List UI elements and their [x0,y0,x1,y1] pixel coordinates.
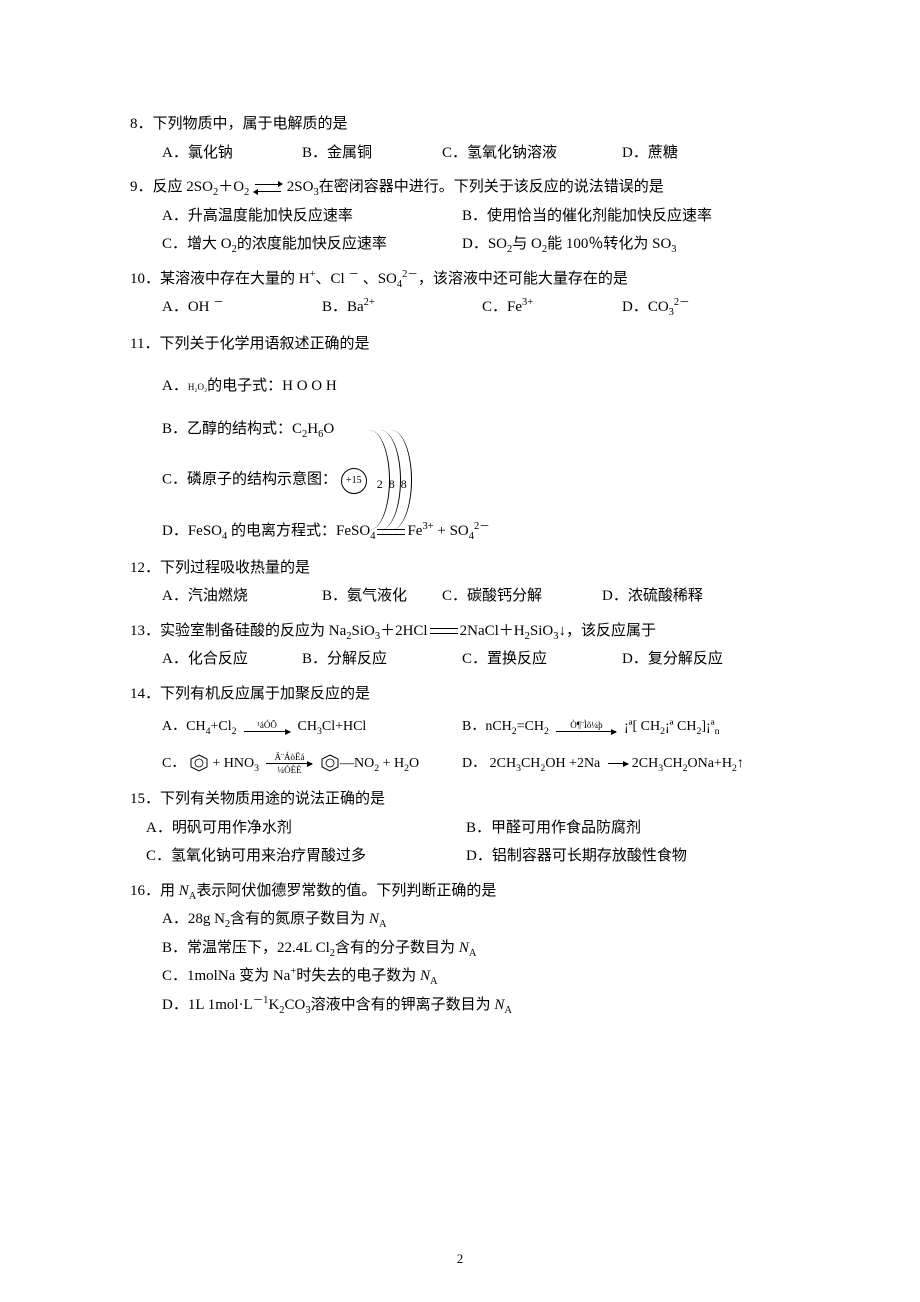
q16-stem: 16．用 NA表示阿伏伽德罗常数的值。下列判断正确的是 [130,877,790,906]
question-16: 16．用 NA表示阿伏伽德罗常数的值。下列判断正确的是 A．28g N2含有的氮… [130,877,790,1020]
page-number: 2 [0,1247,920,1272]
q13-stem: 13．实验室制备硅酸的反应为 Na2SiO3＋2HCl2NaCl＋H2SiO3↓… [130,617,790,646]
q8-opt-a: A．氯化钠 [162,139,302,168]
q10-opt-a: A．OH － [162,293,322,322]
q9-opt-d: D．SO2与 O2能 100％转化为 SO3 [462,230,677,259]
q11-opt-a: A．H₂O₂的电子式：H O O H [162,372,790,401]
q15-stem: 15．下列有关物质用途的说法正确的是 [130,785,790,814]
q9-opt-b: B．使用恰当的催化剂能加快反应速率 [462,202,712,231]
q12-stem: 12．下列过程吸收热量的是 [130,554,790,583]
q12-opt-b: B．氨气液化 [322,582,442,611]
q9-stem-pre: 9．反应 2SO [130,179,213,195]
q14-opt-c: C． + HNO3 Ä¨ÁòËá¼ÓÈÈ —NO2 + H2O [162,751,462,778]
question-14: 14．下列有机反应属于加聚反应的是 A．CH4+Cl2 ¹áÓÕ CH3Cl+H… [130,680,790,778]
q11-options: A．H₂O₂的电子式：H O O H B．乙醇的结构式：C2H6O C．磷原子的… [130,372,790,546]
atom-structure-icon: +15 2 8 8 [341,457,415,503]
q10-options: A．OH － B．Ba2+ C．Fe3+ D．CO32－ [130,293,790,322]
q11-opt-c: C．磷原子的结构示意图： +15 2 8 8 [162,457,790,503]
q9-opt-a: A．升高温度能加快反应速率 [162,202,462,231]
q10-stem: 10．某溶液中存在大量的 H+、Cl － 、SO42－，该溶液中还可能大量存在的… [130,265,790,294]
q13-opt-b: B．分解反应 [302,645,462,674]
q8-stem: 8．下列物质中，属于电解质的是 [130,110,790,139]
q16-opt-c: C．1molNa 变为 Na+时失去的电子数为 NA [162,962,790,991]
q10-opt-d: D．CO32－ [622,293,690,322]
q14-opt-d: D． 2CH3CH2OH +2Na 2CH3CH2ONa+H2↑ [462,751,744,778]
q15-options: A．明矾可用作净水剂 B．甲醛可用作食品防腐剂 C．氢氧化钠可用来治疗胃酸过多 … [130,814,790,871]
question-9: 9．反应 2SO2＋O2 2SO3在密闭容器中进行。下列关于该反应的说法错误的是… [130,173,790,259]
q8-opt-b: B．金属铜 [302,139,442,168]
arrow-icon: Ò¶¨Ìõ¼þ [556,720,616,733]
q9-options: A．升高温度能加快反应速率 B．使用恰当的催化剂能加快反应速率 C．增大 O2的… [130,202,790,259]
exam-page: 8．下列物质中，属于电解质的是 A．氯化钠 B．金属铜 C．氢氧化钠溶液 D．蔗… [0,0,920,1302]
q14-opt-a: A．CH4+Cl2 ¹áÓÕ CH3Cl+HCl [162,714,462,741]
q11-opt-d: D．FeSO4 的电离方程式：FeSO4Fe3+ + SO42－ [162,517,790,546]
question-13: 13．实验室制备硅酸的反应为 Na2SiO3＋2HCl2NaCl＋H2SiO3↓… [130,617,790,674]
reversible-arrow-icon [253,181,283,195]
q10-opt-b: B．Ba2+ [322,293,482,322]
q13-opt-d: D．复分解反应 [622,645,723,674]
q13-opt-a: A．化合反应 [162,645,302,674]
q12-opt-c: C．碳酸钙分解 [442,582,602,611]
arrow-icon [608,762,628,765]
q16-opt-b: B．常温常压下，22.4L Cl2含有的分子数目为 NA [162,934,790,963]
q8-opt-d: D．蔗糖 [622,139,678,168]
equal-line-icon [430,628,458,634]
q9-stem-mid2: 2SO [283,179,313,195]
benzene-icon [189,754,209,772]
q13-options: A．化合反应 B．分解反应 C．置换反应 D．复分解反应 [130,645,790,674]
q8-options: A．氯化钠 B．金属铜 C．氢氧化钠溶液 D．蔗糖 [130,139,790,168]
benzene-icon [320,754,340,772]
arrow-icon: Ä¨ÁòËá¼ÓÈÈ [266,752,312,775]
q13-opt-c: C．置换反应 [462,645,622,674]
question-8: 8．下列物质中，属于电解质的是 A．氯化钠 B．金属铜 C．氢氧化钠溶液 D．蔗… [130,110,790,167]
q15-opt-d: D．铝制容器可长期存放酸性食物 [466,842,687,871]
q14-stem: 14．下列有机反应属于加聚反应的是 [130,680,790,709]
q15-opt-c: C．氢氧化钠可用来治疗胃酸过多 [146,842,466,871]
q12-opt-d: D．浓硫酸稀释 [602,582,703,611]
q11-stem: 11．下列关于化学用语叙述正确的是 [130,330,790,359]
question-15: 15．下列有关物质用途的说法正确的是 A．明矾可用作净水剂 B．甲醛可用作食品防… [130,785,790,871]
q16-opt-d: D．1L 1mol·L－1K2CO3溶液中含有的钾离子数目为 NA [162,991,790,1020]
q10-opt-c: C．Fe3+ [482,293,622,322]
q8-opt-c: C．氢氧化钠溶液 [442,139,622,168]
q15-opt-b: B．甲醛可用作食品防腐剂 [466,814,641,843]
q14-opt-b: B．nCH2=CH2 Ò¶¨Ìõ¼þ ¡ª[ CH2¡ª CH2]¡ªn [462,714,719,741]
arrow-icon: ¹áÓÕ [244,720,290,733]
q9-stem-post: 在密闭容器中进行。下列关于该反应的说法错误的是 [319,179,664,195]
q11-opt-b: B．乙醇的结构式：C2H6O [162,415,790,444]
question-12: 12．下列过程吸收热量的是 A．汽油燃烧 B．氨气液化 C．碳酸钙分解 D．浓硫… [130,554,790,611]
question-10: 10．某溶液中存在大量的 H+、Cl － 、SO42－，该溶液中还可能大量存在的… [130,265,790,322]
q16-opt-a: A．28g N2含有的氮原子数目为 NA [162,905,790,934]
q9-stem: 9．反应 2SO2＋O2 2SO3在密闭容器中进行。下列关于该反应的说法错误的是 [130,173,790,202]
q12-opt-a: A．汽油燃烧 [162,582,322,611]
q12-options: A．汽油燃烧 B．氨气液化 C．碳酸钙分解 D．浓硫酸稀释 [130,582,790,611]
q15-opt-a: A．明矾可用作净水剂 [146,814,466,843]
q9-stem-mid1: ＋O [218,179,244,195]
q9-opt-c: C．增大 O2的浓度能加快反应速率 [162,230,462,259]
q14-options: A．CH4+Cl2 ¹áÓÕ CH3Cl+HCl B．nCH2=CH2 Ò¶¨Ì… [130,714,790,777]
q16-options: A．28g N2含有的氮原子数目为 NA B．常温常压下，22.4L Cl2含有… [130,905,790,1019]
question-11: 11．下列关于化学用语叙述正确的是 A．H₂O₂的电子式：H O O H B．乙… [130,330,790,546]
